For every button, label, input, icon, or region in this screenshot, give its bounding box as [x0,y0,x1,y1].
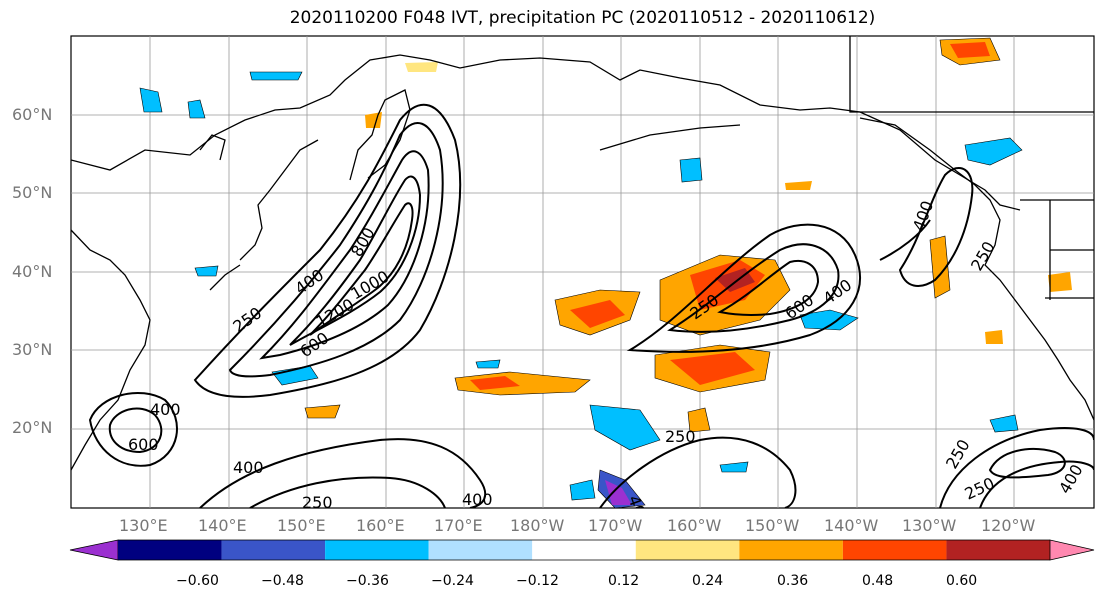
colorbar-segment [428,540,533,560]
colorbar-tick: −0.24 [431,573,474,589]
colorbar-tick: 0.48 [862,573,894,589]
contour-label: 400 [462,490,493,509]
lon-label: 150°W [745,516,800,535]
contour-label: 250 [665,427,696,446]
contour-label: 250 [302,493,333,512]
colorbar-segment [635,540,740,560]
contour-label: 400 [233,458,264,477]
lon-label: 170°W [588,516,643,535]
lon-label: 160°W [667,516,722,535]
contour-label: 400 [150,400,181,419]
colorbar-tick: −0.48 [261,573,304,589]
colorbar-over-arrow [1049,539,1095,561]
colorbar-tick: 0.60 [946,573,978,589]
colorbar-tick: 0.12 [608,573,640,589]
colorbar [69,539,1095,561]
colorbar-segment [739,540,843,560]
lat-label: 30°N [12,340,53,359]
colorbar-segment [532,540,636,560]
lon-label: 120°W [981,516,1036,535]
colorbar-tick: −0.12 [516,573,559,589]
lat-label: 60°N [12,105,53,124]
lon-label: 140°W [824,516,879,535]
colorbar-segment [118,540,222,560]
colorbar-segment [842,540,947,560]
lat-label: 50°N [12,183,53,202]
map-title: 2020110200 F048 IVT, precipitation PC (2… [289,8,876,28]
lat-label: 20°N [12,418,53,437]
lon-label: 140°E [198,516,247,535]
lon-label: 180°W [510,516,565,535]
colorbar-tick: −0.36 [346,573,389,589]
lat-label: 40°N [12,262,53,281]
lon-label: 170°E [434,516,483,535]
coastlines [71,36,1094,471]
colorbar-tick: 0.36 [777,573,809,589]
colorbar-segment [221,540,326,560]
colorbar-segment [946,540,1050,560]
colorbar-under-arrow [69,539,119,561]
colorbar-segment [325,540,429,560]
colorbar-outline [118,539,1050,561]
ivt-contours [88,103,1094,508]
colorbar-tick: 0.24 [692,573,724,589]
colorbar-tick: −0.60 [176,573,219,589]
lon-label: 150°E [277,516,326,535]
lon-label: 130°E [119,516,168,535]
lon-label: 130°W [902,516,957,535]
lon-label: 160°E [356,516,405,535]
contour-label: 600 [128,435,159,454]
